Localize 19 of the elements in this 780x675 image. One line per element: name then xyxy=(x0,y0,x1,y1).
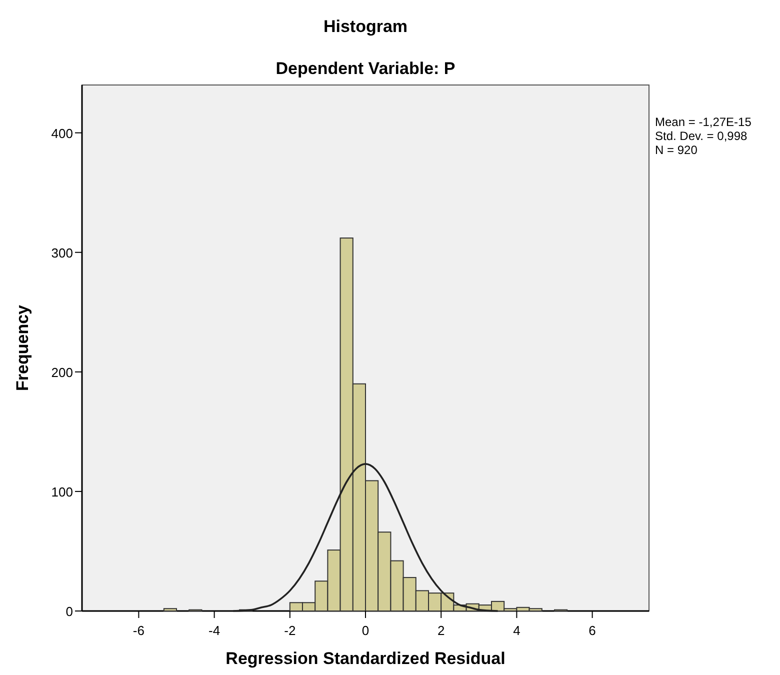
x-tick-label: 2 xyxy=(437,623,445,638)
x-tick-label: 6 xyxy=(588,623,596,638)
chart-subtitle: Dependent Variable: P xyxy=(276,59,456,78)
text: N = 920 xyxy=(655,143,698,157)
chart-title: Histogram xyxy=(323,17,408,36)
x-axis-title: Regression Standardized Residual xyxy=(226,649,506,668)
y-tick-label: 400 xyxy=(51,126,73,141)
y-tick-label: 100 xyxy=(51,484,73,500)
x-tick-label: -2 xyxy=(284,623,296,638)
y-tick-label: 0 xyxy=(66,604,73,619)
y-tick-label: 300 xyxy=(51,245,73,260)
text: Std. Dev. = 0,998 xyxy=(655,129,748,143)
y-axis-title: Frequency xyxy=(13,304,32,391)
x-tick-label: -6 xyxy=(132,623,144,638)
x-tick-label: 0 xyxy=(362,623,370,638)
x-tick-label: 4 xyxy=(513,623,520,638)
x-tick-label: -4 xyxy=(208,623,220,638)
text: Mean = -1,27E-15 xyxy=(655,115,752,129)
y-tick-label: 200 xyxy=(51,364,73,380)
